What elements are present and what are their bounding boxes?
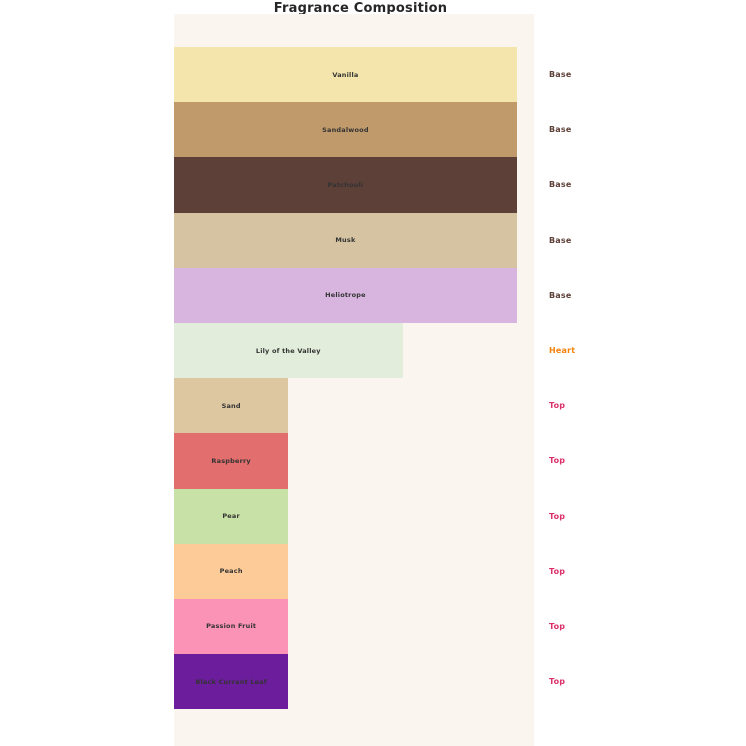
bar: Passion Fruit bbox=[174, 598, 289, 655]
bar-row: Raspberry Top bbox=[174, 433, 746, 489]
bar-row: Passion Fruit Top bbox=[174, 598, 746, 655]
bar-label: Raspberry bbox=[211, 456, 251, 465]
bar-row: Sand Top bbox=[174, 378, 746, 434]
bar-label: Lily of the Valley bbox=[255, 346, 321, 355]
bar-row: Vanilla Base bbox=[174, 47, 746, 103]
bar-row: Musk Base bbox=[174, 212, 746, 268]
bar-label: Sand bbox=[221, 401, 241, 410]
bar-label: Heliotrope bbox=[325, 291, 366, 300]
chart-title: Fragrance Composition bbox=[273, 1, 448, 16]
note-type-label: Base bbox=[549, 70, 572, 80]
bar: Vanilla bbox=[174, 47, 517, 103]
bar: Heliotrope bbox=[174, 267, 517, 323]
note-type-label: Base bbox=[549, 235, 572, 245]
bar-label: Patchouli bbox=[327, 180, 364, 189]
note-type-label: Top bbox=[549, 621, 566, 631]
bar: Sandalwood bbox=[174, 102, 517, 158]
bar-row: Black Currant Leaf Top bbox=[174, 654, 746, 710]
bar-row: Heliotrope Base bbox=[174, 267, 746, 323]
bar-label: Pear bbox=[222, 512, 240, 521]
bar-row: Pear Top bbox=[174, 488, 746, 544]
bar-label: Musk bbox=[335, 236, 356, 245]
bar: Musk bbox=[174, 212, 517, 268]
bar-row: Sandalwood Base bbox=[174, 102, 746, 158]
bar-label: Black Currant Leaf bbox=[195, 677, 267, 686]
note-type-label: Top bbox=[549, 511, 566, 521]
bar: Pear bbox=[174, 488, 289, 544]
bar-label: Vanilla bbox=[332, 70, 359, 79]
note-type-label: Top bbox=[549, 456, 566, 466]
note-type-label: Top bbox=[549, 677, 566, 687]
bar: Raspberry bbox=[174, 433, 289, 489]
bar-row: Patchouli Base bbox=[174, 157, 746, 213]
note-type-label: Base bbox=[549, 180, 572, 190]
bars-container: Vanilla Base Sandalwood Base Patchouli Base Mu… bbox=[174, 47, 746, 710]
bar: Black Currant Leaf bbox=[174, 654, 289, 710]
bar-row: Lily of the Valley Heart bbox=[174, 322, 746, 379]
bar-row: Peach Top bbox=[174, 543, 746, 599]
note-type-label: Heart bbox=[549, 346, 576, 356]
note-type-label: Base bbox=[549, 125, 572, 135]
bar: Patchouli bbox=[174, 157, 517, 213]
bar: Peach bbox=[174, 543, 289, 599]
note-type-label: Top bbox=[549, 401, 566, 411]
bar-label: Sandalwood bbox=[322, 125, 369, 134]
bar-label: Passion Fruit bbox=[206, 622, 257, 631]
bar: Lily of the Valley bbox=[174, 322, 403, 379]
note-type-label: Base bbox=[549, 290, 572, 300]
bar-label: Peach bbox=[219, 567, 243, 576]
bar: Sand bbox=[174, 378, 289, 434]
note-type-label: Top bbox=[549, 566, 566, 576]
